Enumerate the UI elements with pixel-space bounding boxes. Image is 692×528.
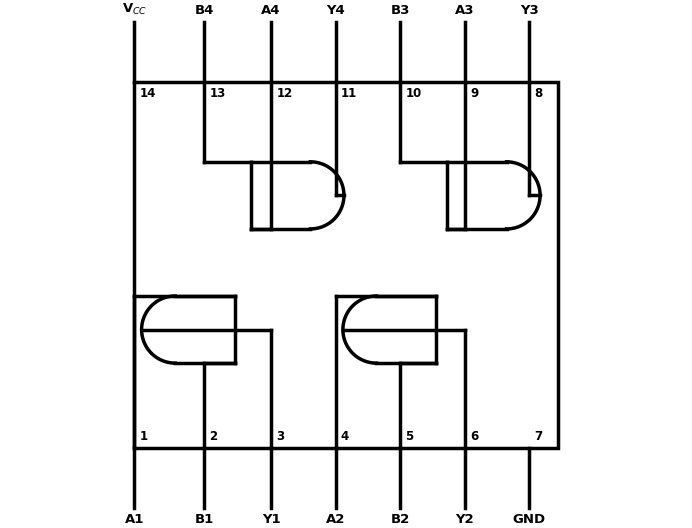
Text: Y1: Y1 bbox=[262, 513, 280, 526]
Text: 5: 5 bbox=[406, 430, 414, 443]
Text: 11: 11 bbox=[341, 87, 357, 100]
Text: A3: A3 bbox=[455, 4, 475, 17]
Text: 14: 14 bbox=[140, 87, 156, 100]
Text: A2: A2 bbox=[326, 513, 345, 526]
Text: B2: B2 bbox=[390, 513, 410, 526]
Text: 8: 8 bbox=[534, 87, 543, 100]
Text: 13: 13 bbox=[209, 87, 226, 100]
Text: Y2: Y2 bbox=[455, 513, 474, 526]
Text: 7: 7 bbox=[534, 430, 543, 443]
Text: A4: A4 bbox=[262, 4, 281, 17]
Text: 12: 12 bbox=[276, 87, 293, 100]
Text: A1: A1 bbox=[125, 513, 144, 526]
Text: B3: B3 bbox=[390, 4, 410, 17]
Text: V$_{CC}$: V$_{CC}$ bbox=[122, 2, 147, 17]
Text: 4: 4 bbox=[341, 430, 349, 443]
Text: 6: 6 bbox=[470, 430, 478, 443]
Text: B4: B4 bbox=[194, 4, 214, 17]
Text: 10: 10 bbox=[406, 87, 421, 100]
Bar bbox=[134, 82, 558, 448]
Text: 1: 1 bbox=[140, 430, 147, 443]
Text: B1: B1 bbox=[194, 513, 214, 526]
Text: 9: 9 bbox=[470, 87, 478, 100]
Text: 2: 2 bbox=[209, 430, 217, 443]
Text: Y4: Y4 bbox=[327, 4, 345, 17]
Text: Y3: Y3 bbox=[520, 4, 538, 17]
Text: 3: 3 bbox=[276, 430, 284, 443]
Text: GND: GND bbox=[513, 513, 546, 526]
